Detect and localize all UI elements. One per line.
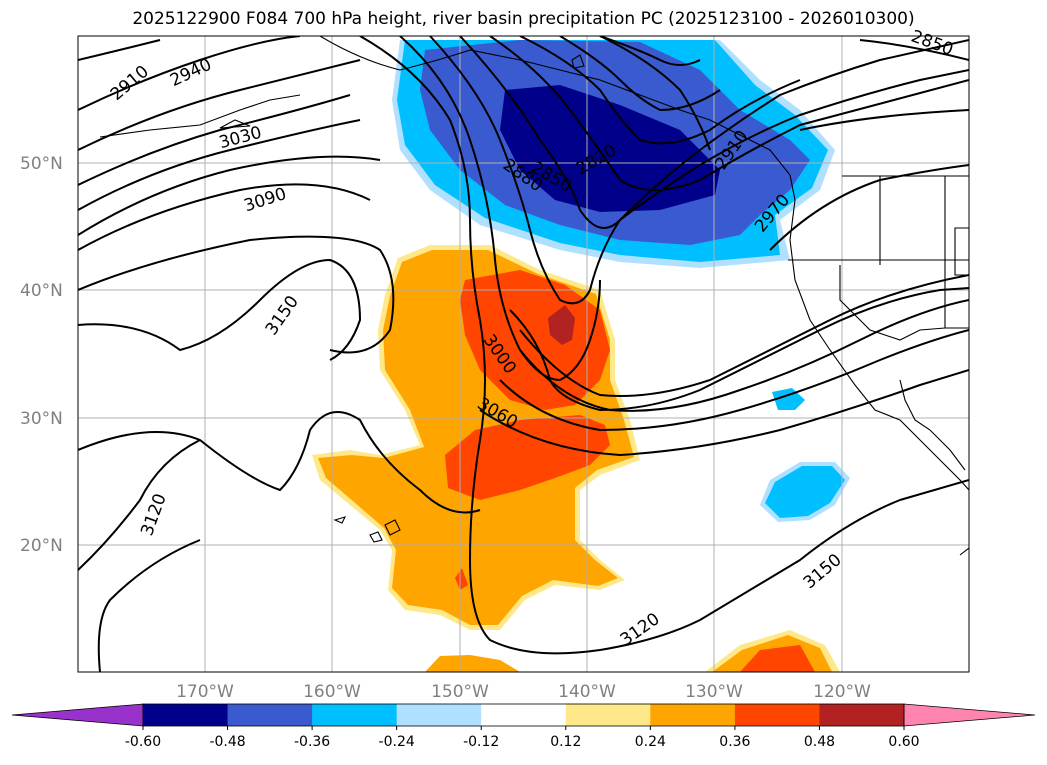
contour-line	[519, 274, 969, 397]
contour-line	[78, 119, 361, 211]
colorbar-tick-label: -0.48	[209, 734, 245, 750]
colorbar-segment	[227, 704, 313, 726]
lat-label-30n: 30°N	[20, 409, 63, 429]
contour-line	[599, 36, 711, 151]
contour-line	[559, 36, 721, 112]
lat-label-50n: 50°N	[20, 154, 63, 174]
colorbar-tick-label: -0.60	[125, 734, 161, 750]
contour-line	[78, 155, 381, 236]
contour-line	[399, 36, 601, 382]
colorbar-extend-min	[11, 703, 144, 727]
shade-negative-blob-small	[772, 388, 805, 410]
colorbar-segment	[819, 704, 905, 726]
colorbar-segment	[565, 704, 651, 726]
contour-line	[519, 36, 801, 145]
contour-line	[78, 439, 201, 571]
colorbar-segment	[143, 704, 229, 726]
contour-line	[429, 36, 969, 305]
colorbar-segment	[650, 704, 736, 726]
contour-line	[78, 94, 351, 186]
contour-line	[97, 539, 201, 672]
colorbar: -0.60 -0.48 -0.36 -0.24 -0.12 0.12 0.24 0.36 0.4…	[11, 703, 1036, 750]
contour-line	[509, 287, 969, 412]
shade-positive-036-south	[445, 415, 610, 500]
lon-label-150w: 150°W	[431, 682, 489, 702]
colorbar-tick-label: -0.24	[379, 734, 415, 750]
contour-line	[769, 164, 969, 251]
lon-label-160w: 160°W	[303, 682, 361, 702]
map-title: 2025122900 F084 700 hPa height, river ba…	[132, 9, 915, 29]
contour-line	[459, 36, 969, 229]
colorbar-segment	[734, 704, 820, 726]
colorbar-tick-label: -0.36	[294, 734, 330, 750]
colorbar-segment	[481, 704, 567, 726]
lon-label-120w: 120°W	[813, 682, 871, 702]
lat-label-20n: 20°N	[20, 536, 63, 556]
colorbar-extend-max	[903, 703, 1036, 727]
map-frame	[77, 35, 970, 673]
contour-line	[78, 235, 395, 354]
lat-label-40n: 40°N	[20, 281, 63, 301]
colorbar-tick-label: 0.12	[550, 734, 581, 750]
longitude-labels: 170°W 160°W 150°W 140°W 130°W 120°W	[176, 682, 871, 702]
lon-label-130w: 130°W	[685, 682, 743, 702]
contour-line	[359, 36, 969, 655]
shade-positive-048	[548, 305, 575, 345]
contour-line	[78, 183, 371, 251]
colorbar-frame	[142, 703, 905, 727]
lon-label-140w: 140°W	[558, 682, 616, 702]
contour-line	[78, 36, 301, 111]
contour-line	[599, 36, 701, 66]
shade-positive-bottom-inner	[740, 645, 815, 672]
contour-line	[489, 36, 969, 191]
colorbar-segment	[396, 704, 482, 726]
height-contours	[78, 36, 969, 672]
shade-negative-blob-south-inner	[765, 466, 845, 518]
contour-line	[78, 59, 361, 151]
lon-label-170w: 170°W	[176, 682, 234, 702]
contour-line	[78, 39, 161, 61]
colorbar-tick-label: 0.60	[888, 734, 919, 750]
contour-line	[499, 329, 969, 432]
colorbar-segment	[312, 704, 398, 726]
contour-line	[859, 39, 969, 61]
shade-positive-bottom-left	[425, 655, 520, 672]
shade-negative-048	[500, 85, 720, 212]
shade-positive-036-small	[455, 568, 468, 590]
colorbar-tick-label: 0.48	[804, 734, 835, 750]
contour-line	[519, 299, 969, 412]
contour-line	[479, 369, 969, 457]
colorbar-tick-label: -0.12	[463, 734, 499, 750]
shade-positive-036-north	[460, 270, 610, 410]
latitude-labels: 50°N 40°N 30°N 20°N	[20, 154, 63, 556]
colorbar-tick-label: 0.36	[719, 734, 750, 750]
contour-line	[78, 258, 362, 361]
contour-line	[799, 109, 969, 131]
colorbar-tick-label: 0.24	[635, 734, 666, 750]
contour-line	[78, 411, 481, 514]
